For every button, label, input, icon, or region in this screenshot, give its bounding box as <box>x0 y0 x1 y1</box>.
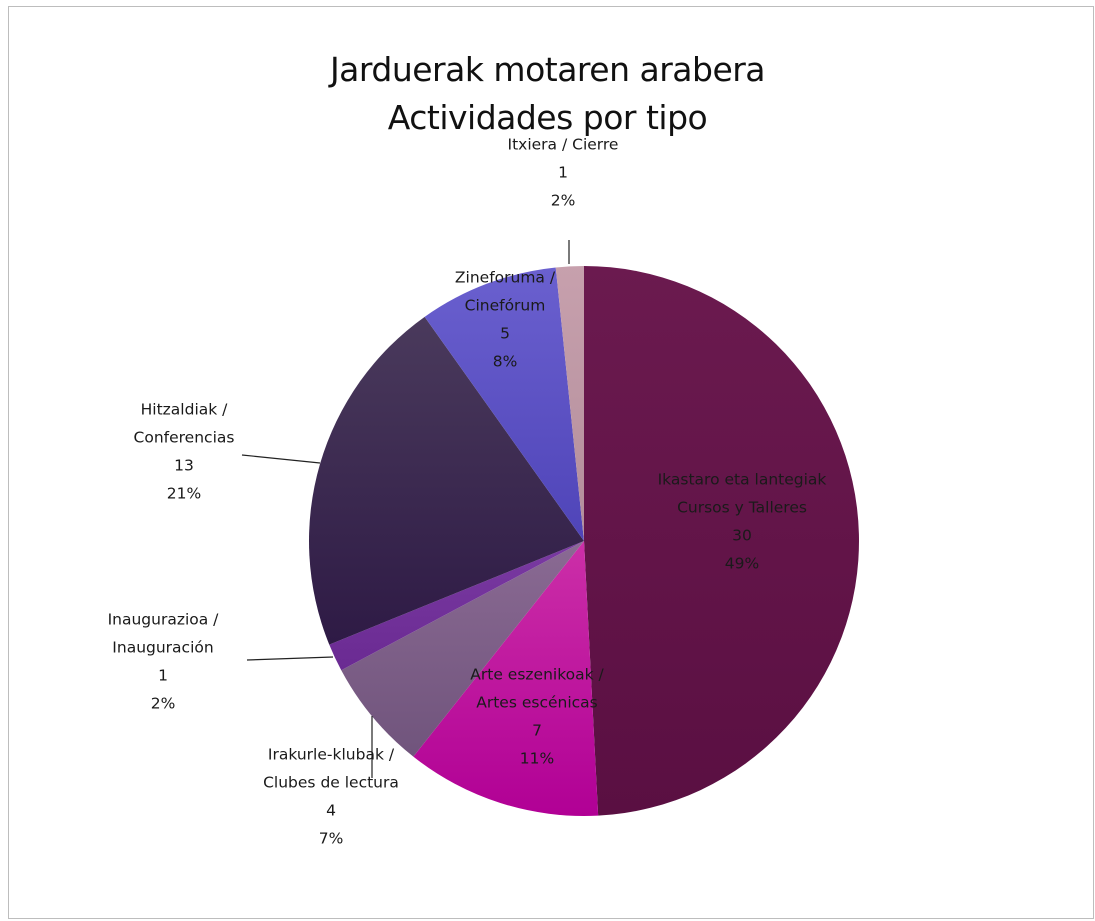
data-label-text: Ikastaro eta lantegiak <box>658 471 827 489</box>
data-label-text: 4 <box>326 802 336 820</box>
data-label-text: Cursos y Talleres <box>677 499 807 517</box>
data-label-text: Inauguración <box>112 639 213 657</box>
data-label-text: 13 <box>174 457 194 475</box>
data-label: Ikastaro eta lantegiak Cursos y Talleres 3… <box>658 471 827 573</box>
data-label-text: 7 <box>532 722 542 740</box>
data-labels: Ikastaro eta lantegiak Cursos y Talleres 3… <box>108 136 827 848</box>
data-label-text: 30 <box>732 527 752 545</box>
data-label: Inaugurazioa / Inauguración 1 2% <box>108 611 220 713</box>
pie-slice <box>555 266 584 541</box>
pie-slice <box>413 541 599 816</box>
leader-line <box>246 656 334 661</box>
data-label-text: 7% <box>319 830 344 848</box>
data-label-text: 2% <box>151 695 176 713</box>
data-label-text: Zineforuma / <box>455 269 556 287</box>
leader-lines <box>241 240 570 778</box>
data-label-text: 1 <box>158 667 168 685</box>
data-label-text: Artes escénicas <box>476 694 598 712</box>
data-label-text: 49% <box>725 555 759 573</box>
data-label: Irakurle-klubak / Clubes de lectura 4 7% <box>263 746 399 848</box>
data-label-text: 21% <box>167 485 201 503</box>
leader-line <box>241 454 321 464</box>
data-label-text: 2% <box>551 192 576 210</box>
data-label-text: Inaugurazioa / <box>108 611 220 629</box>
data-label-text: 1 <box>558 164 568 182</box>
data-label: Zineforuma / Cinefórum 5 8% <box>455 269 556 371</box>
data-label: Itxiera / Cierre 1 2% <box>508 136 619 210</box>
data-label-text: Irakurle-klubak / <box>268 746 395 764</box>
pie-slice <box>341 541 584 757</box>
chart-title: Jarduerak motaren arabera <box>329 50 766 89</box>
data-label-text: Clubes de lectura <box>263 774 399 792</box>
data-label-text: Hitzaldiak / <box>141 401 229 419</box>
data-label-text: 5 <box>500 325 510 343</box>
data-label-text: Conferencias <box>134 429 235 447</box>
pie-slice <box>584 266 859 816</box>
data-label-text: 8% <box>493 353 518 371</box>
data-label-text: Arte eszenikoak / <box>470 666 604 684</box>
data-label: Arte eszenikoak / Artes escénicas 7 11% <box>470 666 604 768</box>
data-label-text: 11% <box>520 750 554 768</box>
data-label-text: Cinefórum <box>465 297 546 315</box>
data-label-text: Itxiera / Cierre <box>508 136 619 154</box>
pie-slice <box>329 541 584 671</box>
chart-subtitle: Actividades por tipo <box>387 98 708 137</box>
pie-slice <box>308 316 584 645</box>
pie-slice <box>424 267 584 541</box>
data-label: Hitzaldiak / Conferencias 13 21% <box>134 401 235 503</box>
pie-slices <box>308 266 859 816</box>
